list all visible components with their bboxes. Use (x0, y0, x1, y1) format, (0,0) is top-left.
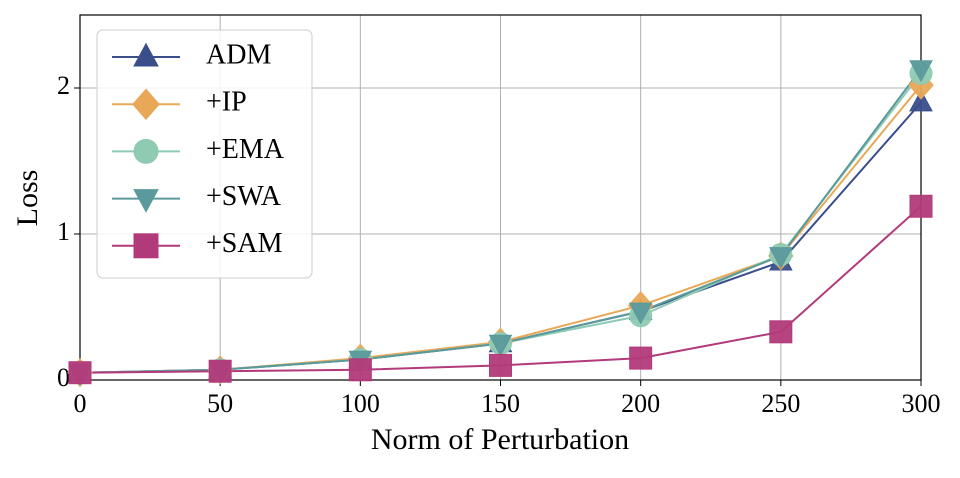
legend-marker (133, 233, 159, 259)
x-tick-label: 0 (74, 389, 87, 418)
legend-label: +EMA (206, 134, 285, 165)
data-point (489, 353, 512, 377)
x-tick-label: 100 (341, 389, 380, 418)
legend (96, 29, 313, 279)
legend-marker (132, 88, 160, 120)
legend-label: +SWA (206, 181, 282, 212)
data-point (629, 346, 653, 370)
data-point (769, 320, 793, 344)
y-tick-label: 1 (57, 217, 70, 246)
legend-marker (133, 42, 159, 67)
y-axis-label: Loss (11, 170, 44, 227)
legend-marker (133, 189, 159, 213)
x-axis-label: Norm of Perturbation (371, 423, 629, 456)
data-point (628, 302, 653, 325)
data-point (909, 89, 933, 112)
x-tick-label: 300 (902, 389, 941, 418)
data-point (909, 60, 933, 83)
legend-label: +IP (206, 87, 247, 118)
data-point (208, 359, 232, 383)
y-tick-label: 0 (57, 363, 70, 392)
data-point (909, 194, 933, 218)
data-point (488, 334, 513, 357)
y-tick-label: 2 (57, 71, 70, 100)
x-tick-label: 250 (761, 389, 800, 418)
x-tick-label: 50 (207, 389, 233, 418)
x-tick-label: 200 (621, 389, 660, 418)
legend-box (96, 29, 313, 279)
x-tick-label: 150 (481, 389, 520, 418)
legend-label: ADM (206, 39, 271, 70)
legend-marker (133, 138, 159, 164)
data-point (348, 358, 372, 382)
data-point (768, 247, 793, 270)
data-point (68, 361, 92, 385)
legend-label: +SAM (206, 228, 283, 259)
